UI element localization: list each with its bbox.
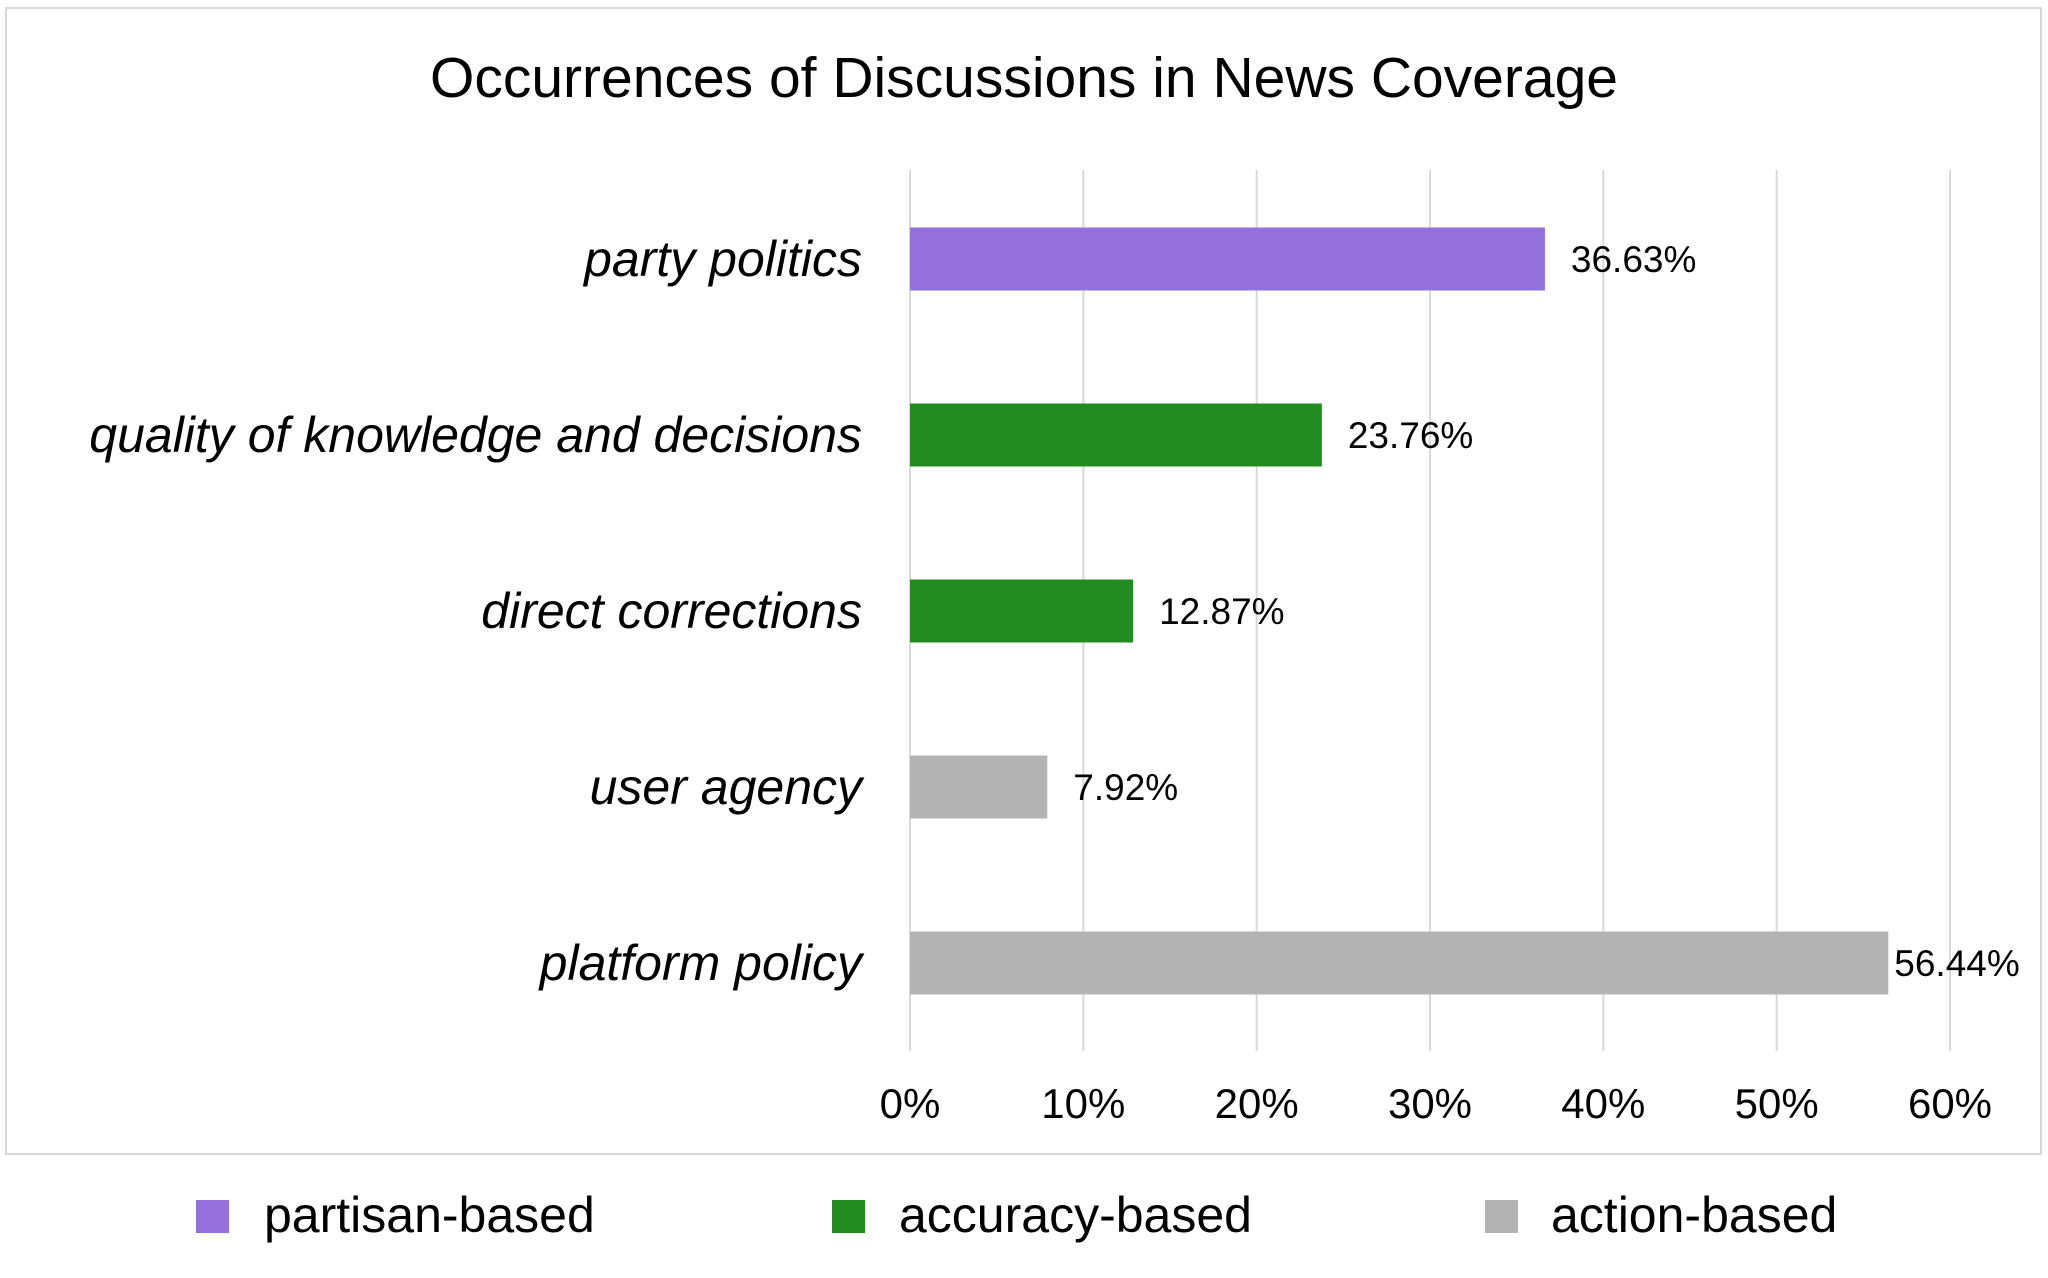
bar: [910, 403, 1322, 467]
category-label: party politics: [582, 231, 862, 287]
data-label: 36.63%: [1571, 239, 1697, 280]
legend-swatch: [832, 1200, 865, 1233]
x-tick-label: 40%: [1561, 1080, 1645, 1127]
legend-swatch: [196, 1200, 229, 1233]
category-label: platform policy: [538, 935, 865, 991]
chart-title: Occurrences of Discussions in News Cover…: [430, 46, 1618, 110]
legend-swatch: [1485, 1200, 1518, 1233]
x-tick-label: 50%: [1735, 1080, 1819, 1127]
category-label: user agency: [590, 759, 865, 815]
x-tick-label: 20%: [1215, 1080, 1299, 1127]
bar: [910, 755, 1048, 819]
category-label: direct corrections: [481, 583, 862, 639]
bar: [910, 579, 1134, 643]
data-label: 23.76%: [1348, 415, 1474, 456]
bar: [910, 227, 1545, 291]
data-label: 56.44%: [1894, 943, 2020, 984]
category-label: quality of knowledge and decisions: [89, 407, 862, 463]
legend-label: action-based: [1551, 1187, 1837, 1243]
data-label: 12.87%: [1159, 591, 1285, 632]
x-tick-label: 30%: [1388, 1080, 1472, 1127]
bar: [910, 931, 1889, 995]
legend-label: accuracy-based: [899, 1187, 1252, 1243]
data-label: 7.92%: [1073, 767, 1178, 808]
chart-frame: [5, 7, 2042, 1155]
legend-label: partisan-based: [264, 1187, 595, 1243]
x-tick-label: 60%: [1908, 1080, 1992, 1127]
x-tick-label: 0%: [880, 1080, 941, 1127]
x-tick-label: 10%: [1041, 1080, 1125, 1127]
